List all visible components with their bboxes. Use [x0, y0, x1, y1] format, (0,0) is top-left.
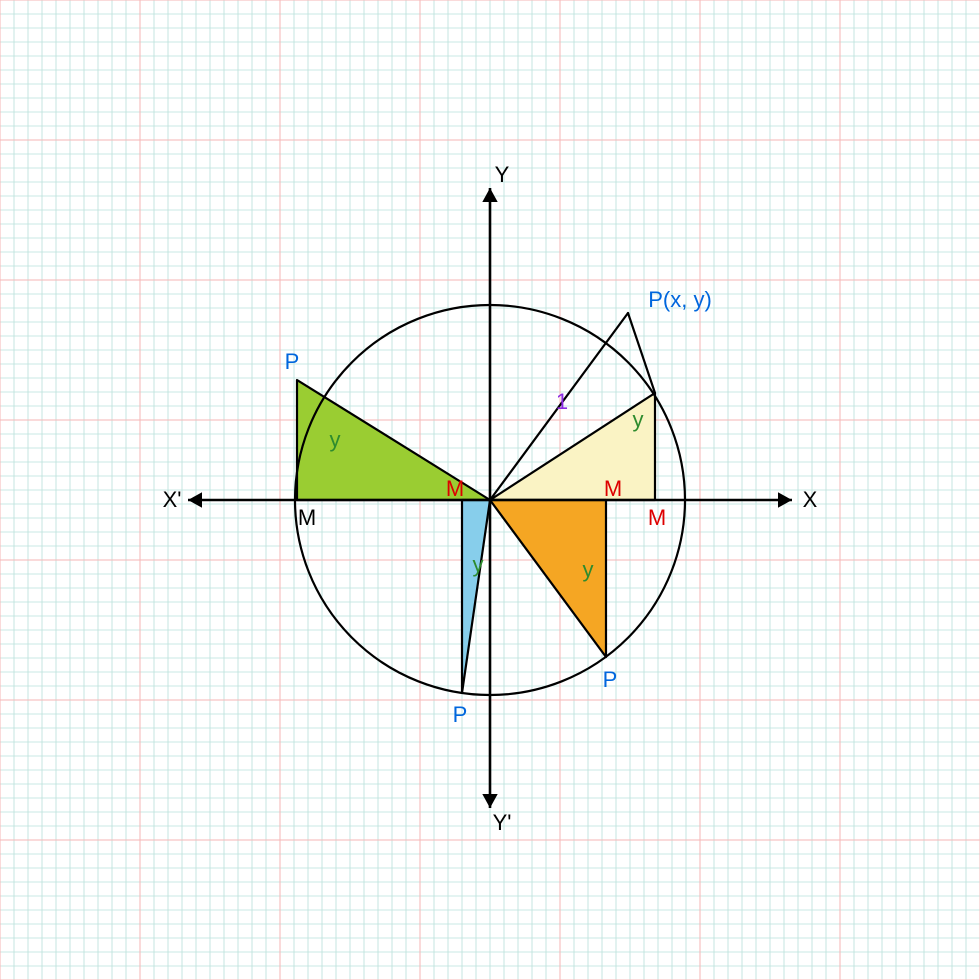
- label-4: 1: [556, 389, 568, 415]
- axis-label-x: X: [803, 487, 818, 513]
- label-1: P: [285, 349, 300, 375]
- label-10: M: [604, 476, 622, 502]
- axis-label-x-prime: X': [163, 487, 182, 513]
- label-7: y: [473, 552, 484, 578]
- diagram-container: XX'YY'P(x, y)PPP1yyyyMMMM: [0, 0, 980, 980]
- label-2: P: [603, 667, 618, 693]
- axis-label-y-prime: Y': [493, 810, 512, 836]
- label-12: M: [298, 505, 316, 531]
- label-3: P: [453, 702, 468, 728]
- label-0: P(x, y): [648, 287, 712, 313]
- label-9: M: [446, 476, 464, 502]
- label-8: y: [583, 557, 594, 583]
- diagram-svg: [0, 0, 980, 980]
- label-6: y: [330, 427, 341, 453]
- label-11: M: [648, 505, 666, 531]
- axis-label-y: Y: [495, 162, 510, 188]
- label-5: y: [633, 407, 644, 433]
